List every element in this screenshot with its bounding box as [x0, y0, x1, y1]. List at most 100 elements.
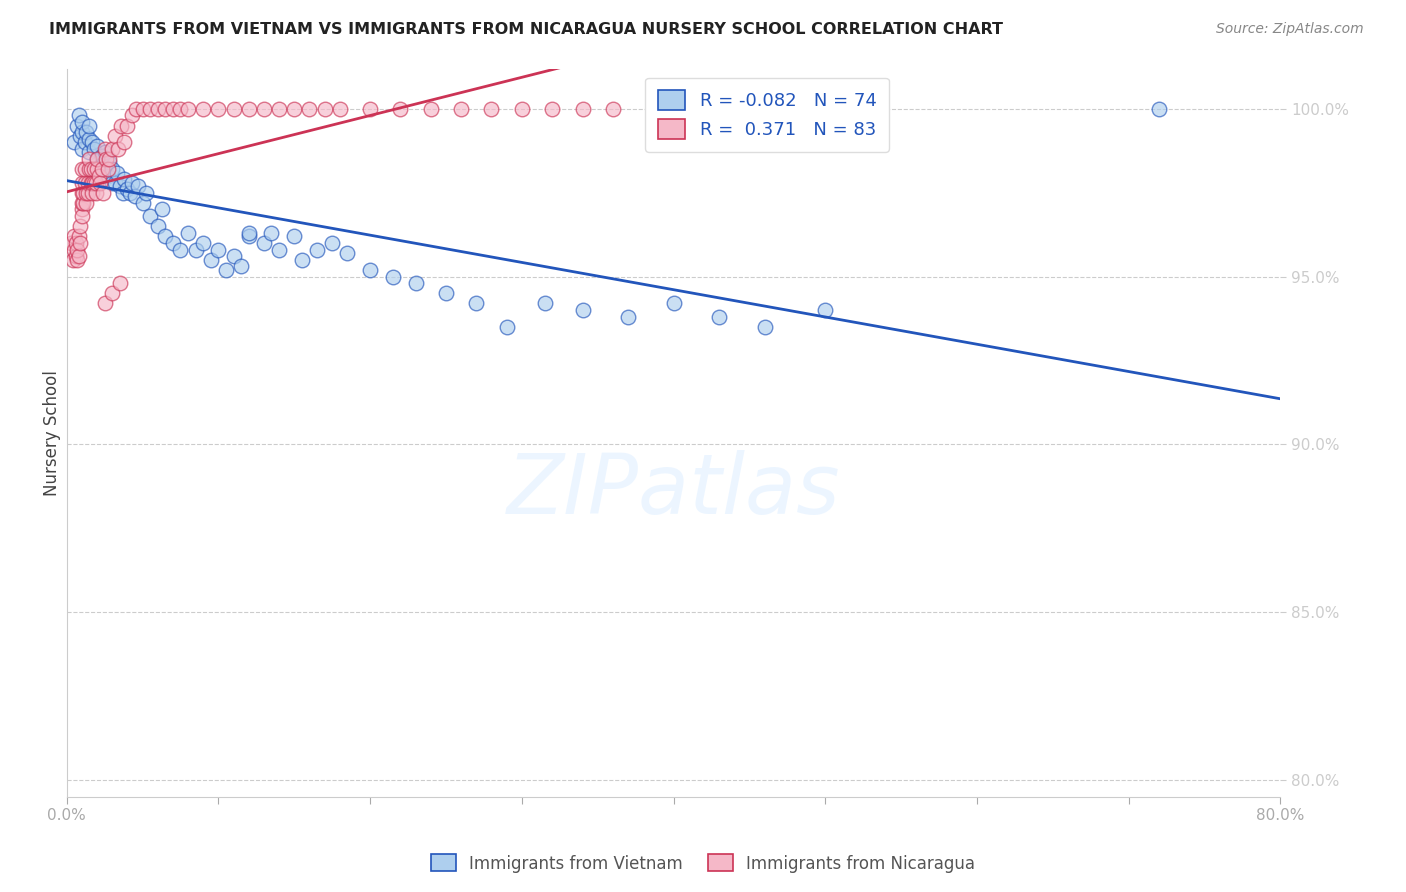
- Point: [231, 260, 253, 274]
- Point: [70, 195, 93, 210]
- Point: [66, 243, 89, 257]
- Point: [75, 195, 97, 210]
- Point: [162, 102, 184, 116]
- Point: [82, 136, 104, 150]
- Point: [90, 162, 112, 177]
- Point: [104, 128, 127, 143]
- Point: [91, 186, 114, 200]
- Point: [215, 263, 238, 277]
- Point: [70, 142, 93, 156]
- Y-axis label: Nursery School: Nursery School: [44, 369, 60, 496]
- Point: [67, 249, 90, 263]
- Point: [1147, 102, 1170, 116]
- Point: [101, 162, 124, 177]
- Point: [93, 162, 115, 177]
- Point: [79, 145, 101, 160]
- Point: [67, 108, 90, 122]
- Point: [450, 102, 472, 116]
- Point: [75, 186, 97, 200]
- Point: [184, 243, 207, 257]
- Text: Source: ZipAtlas.com: Source: ZipAtlas.com: [1216, 22, 1364, 37]
- Text: ZIPatlas: ZIPatlas: [506, 450, 841, 532]
- Point: [405, 277, 427, 291]
- Point: [62, 252, 84, 267]
- Point: [107, 142, 129, 156]
- Point: [70, 125, 93, 139]
- Point: [70, 186, 93, 200]
- Point: [110, 119, 132, 133]
- Point: [83, 162, 105, 177]
- Point: [69, 128, 91, 143]
- Point: [84, 176, 107, 190]
- Point: [125, 102, 148, 116]
- Point: [146, 102, 169, 116]
- Point: [73, 176, 96, 190]
- Point: [73, 162, 96, 177]
- Point: [419, 102, 441, 116]
- Point: [79, 152, 101, 166]
- Point: [82, 186, 104, 200]
- Point: [69, 235, 91, 250]
- Point: [94, 152, 117, 166]
- Point: [127, 178, 149, 193]
- Point: [253, 102, 276, 116]
- Point: [117, 182, 139, 196]
- Point: [69, 219, 91, 234]
- Legend: R = -0.082   N = 74, R =  0.371   N = 83: R = -0.082 N = 74, R = 0.371 N = 83: [645, 78, 889, 152]
- Point: [434, 286, 457, 301]
- Point: [314, 102, 336, 116]
- Point: [510, 102, 533, 116]
- Point: [481, 102, 503, 116]
- Point: [75, 125, 97, 139]
- Point: [67, 229, 90, 244]
- Point: [70, 209, 93, 223]
- Point: [389, 102, 412, 116]
- Point: [121, 108, 143, 122]
- Point: [359, 263, 381, 277]
- Point: [617, 310, 640, 324]
- Point: [80, 162, 103, 177]
- Point: [541, 102, 564, 116]
- Point: [86, 138, 108, 153]
- Point: [754, 319, 776, 334]
- Point: [150, 202, 173, 217]
- Point: [707, 310, 730, 324]
- Point: [63, 136, 86, 150]
- Point: [321, 235, 343, 250]
- Point: [533, 296, 555, 310]
- Point: [70, 176, 93, 190]
- Legend: Immigrants from Vietnam, Immigrants from Nicaragua: Immigrants from Vietnam, Immigrants from…: [425, 847, 981, 880]
- Point: [359, 102, 381, 116]
- Point: [101, 286, 124, 301]
- Point: [193, 102, 215, 116]
- Point: [117, 119, 139, 133]
- Point: [65, 235, 87, 250]
- Point: [87, 169, 110, 183]
- Point: [108, 277, 131, 291]
- Point: [162, 235, 184, 250]
- Point: [104, 176, 127, 190]
- Point: [60, 235, 83, 250]
- Point: [108, 178, 131, 193]
- Point: [93, 142, 115, 156]
- Point: [82, 176, 104, 190]
- Point: [84, 186, 107, 200]
- Point: [291, 252, 314, 267]
- Point: [90, 149, 112, 163]
- Point: [83, 176, 105, 190]
- Point: [146, 219, 169, 234]
- Point: [72, 186, 94, 200]
- Point: [169, 102, 191, 116]
- Point: [86, 152, 108, 166]
- Point: [139, 209, 162, 223]
- Point: [267, 102, 290, 116]
- Point: [571, 303, 593, 318]
- Point: [98, 152, 121, 166]
- Point: [336, 246, 359, 260]
- Point: [121, 176, 143, 190]
- Point: [98, 155, 121, 169]
- Point: [101, 142, 124, 156]
- Point: [238, 102, 260, 116]
- Point: [238, 226, 260, 240]
- Point: [495, 319, 517, 334]
